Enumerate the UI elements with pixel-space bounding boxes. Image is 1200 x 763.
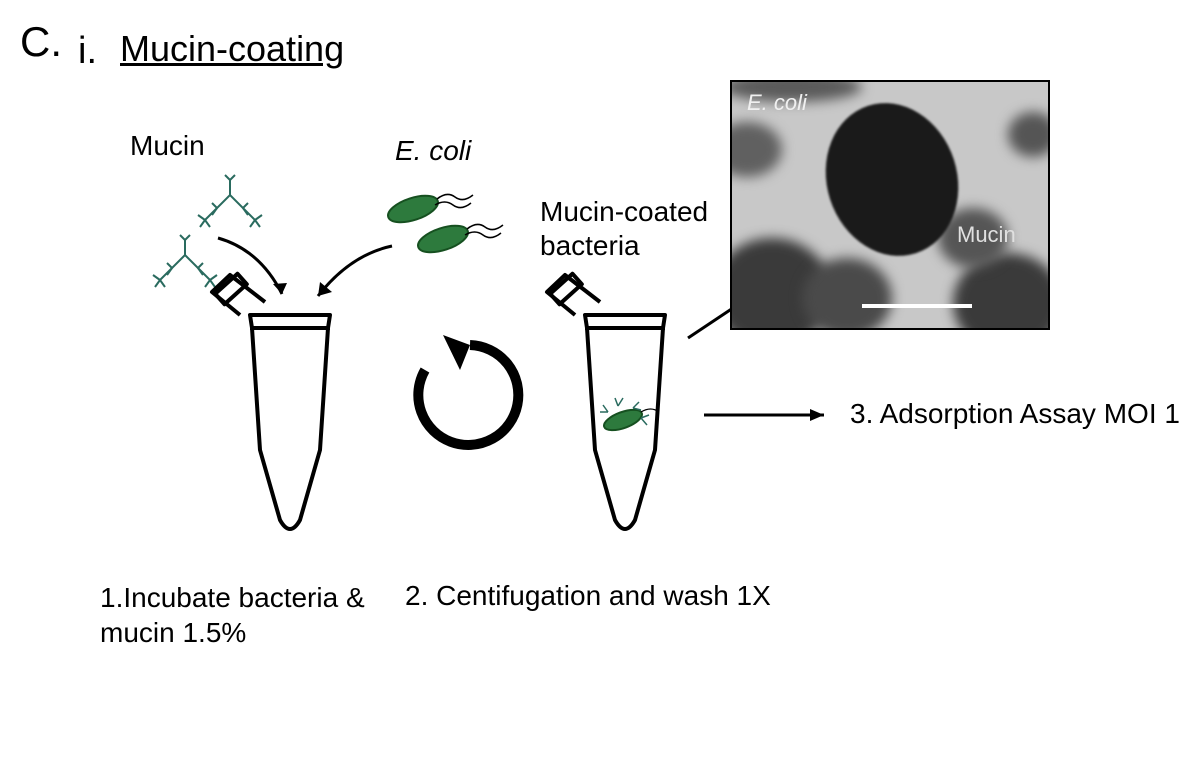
step-2-text: 2. Centifugation and wash 1X	[405, 580, 771, 612]
em-mucin-label: Mucin	[957, 222, 1016, 248]
step-1-text: 1.Incubate bacteria & mucin 1.5%	[100, 580, 390, 650]
panel-title: Mucin-coating	[120, 28, 344, 70]
panel-sub-letter: i.	[78, 30, 97, 73]
coated-label: Mucin-coated bacteria	[540, 195, 740, 262]
ecoli-label: E. coli	[395, 135, 471, 167]
arrow-to-assay	[700, 405, 840, 425]
panel-letter: C.	[20, 18, 62, 66]
mucin-glycan-1	[195, 175, 265, 230]
step-3-text: 3. Adsorption Assay MOI 1	[850, 398, 1180, 430]
em-micrograph: E. coli Mucin	[730, 80, 1050, 330]
em-scale-bar	[862, 304, 972, 308]
centrifuge-arrow	[405, 330, 535, 460]
em-ecoli-label: E. coli	[747, 90, 807, 116]
eppendorf-tube-1	[220, 280, 360, 540]
ecoli-bacterium-2	[415, 215, 515, 255]
mucin-label: Mucin	[130, 130, 205, 162]
eppendorf-tube-2	[555, 280, 695, 540]
